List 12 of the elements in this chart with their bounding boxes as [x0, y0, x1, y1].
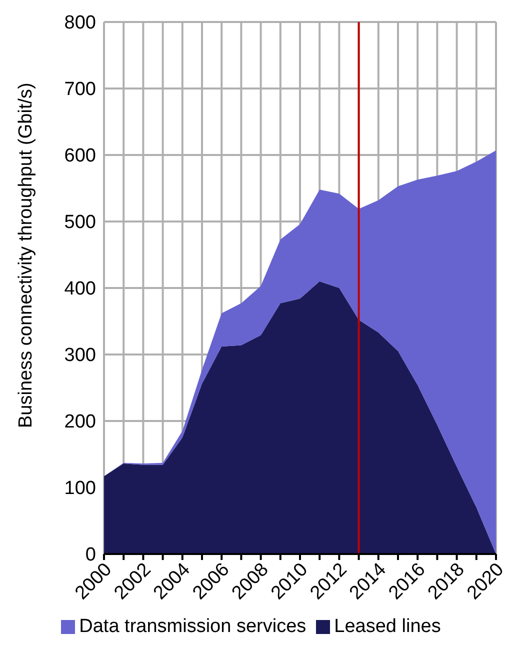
- y-tick-label: 100: [64, 478, 96, 500]
- y-tick-label: 800: [64, 12, 96, 34]
- legend-label: Data transmission services: [79, 616, 306, 637]
- y-tick-label: 200: [64, 412, 96, 433]
- y-tick-label: 700: [64, 79, 96, 100]
- y-tick-label: 500: [64, 212, 96, 234]
- y-tick-label: 0: [85, 544, 96, 566]
- y-axis-title: Business connectivity throughput (Gbit/s): [16, 82, 37, 428]
- legend-label: Leased lines: [334, 616, 441, 637]
- y-tick-label: 300: [64, 345, 96, 366]
- y-tick-label: 400: [64, 278, 96, 300]
- y-tick-label: 600: [64, 146, 96, 167]
